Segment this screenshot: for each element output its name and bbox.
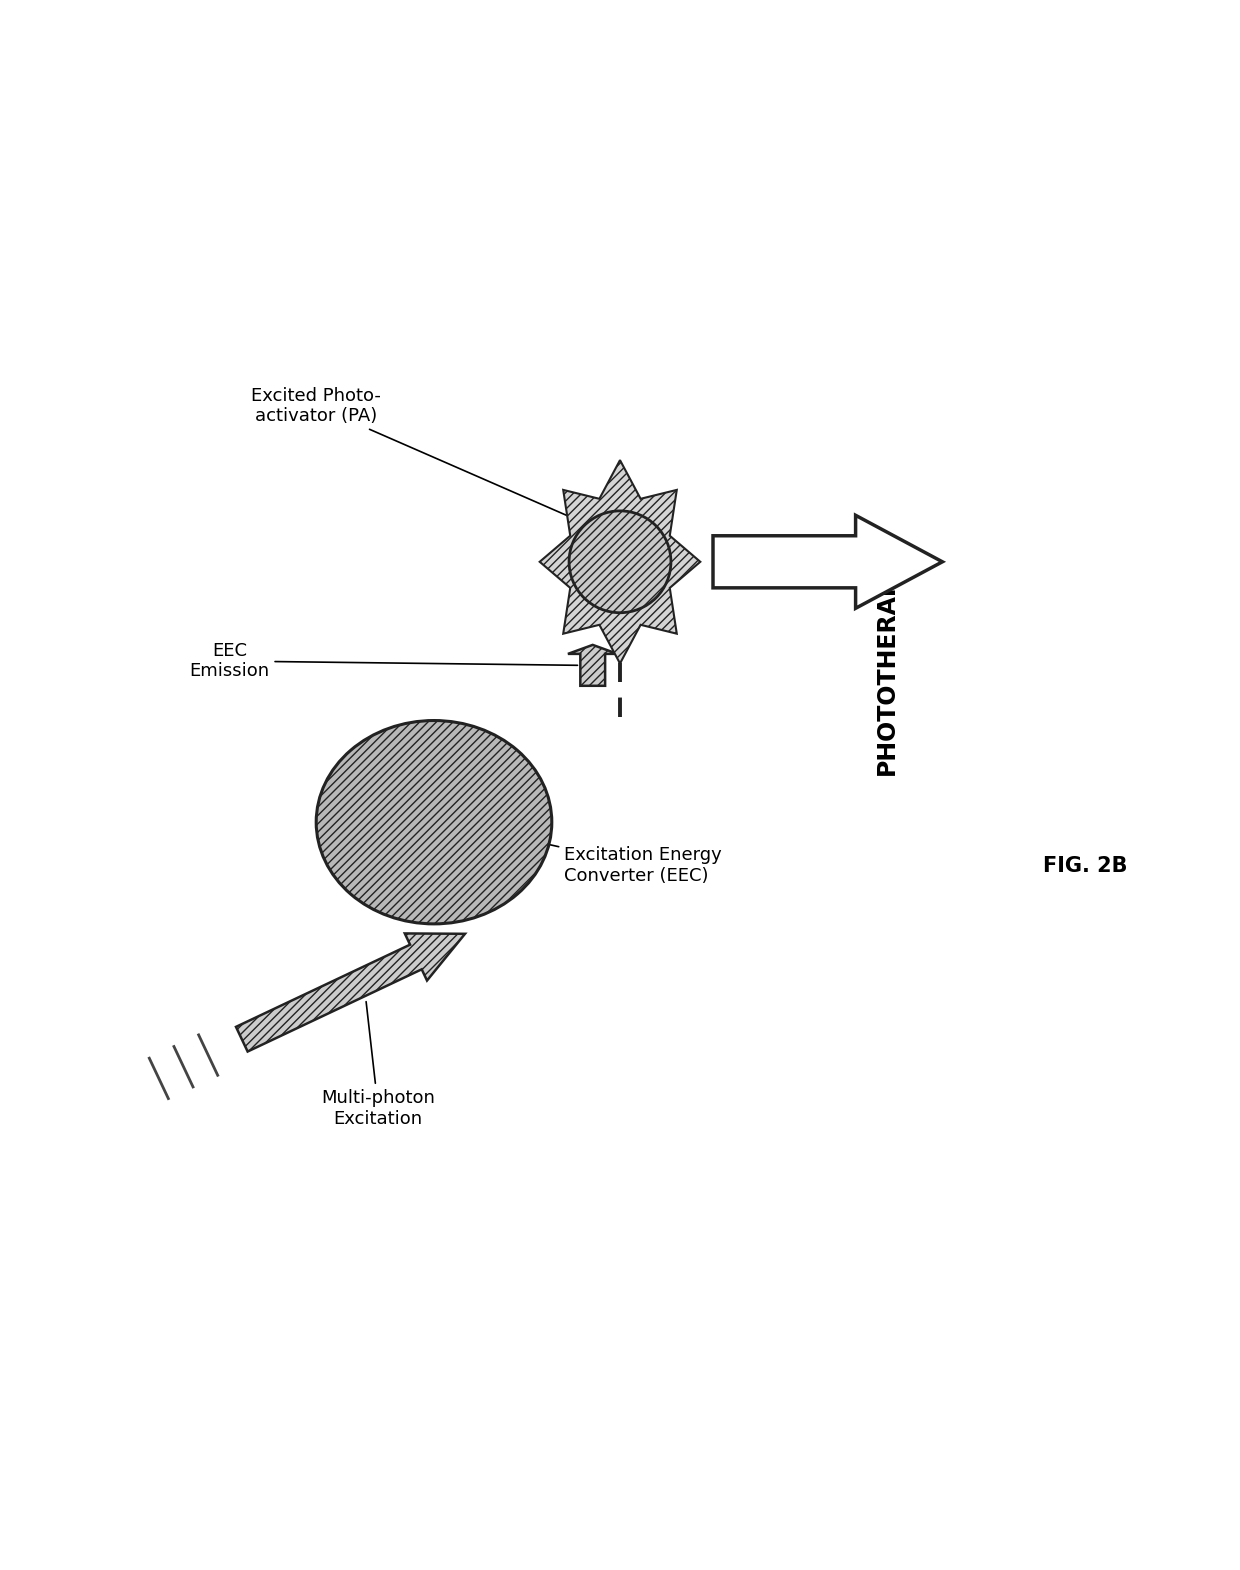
- Ellipse shape: [316, 721, 552, 923]
- Polygon shape: [539, 460, 701, 664]
- Text: PHOTOTHERAPY: PHOTOTHERAPY: [874, 559, 899, 776]
- Text: Multi-photon
Excitation: Multi-photon Excitation: [321, 1002, 435, 1127]
- Text: FIG. 2B: FIG. 2B: [1043, 856, 1127, 876]
- Text: Excitation Energy
Converter (EEC): Excitation Energy Converter (EEC): [507, 835, 722, 885]
- Polygon shape: [713, 515, 942, 608]
- Text: Excited Photo-
activator (PA): Excited Photo- activator (PA): [252, 386, 582, 521]
- Text: EEC
Emission: EEC Emission: [190, 642, 578, 680]
- Polygon shape: [568, 645, 618, 686]
- Polygon shape: [236, 934, 465, 1052]
- Circle shape: [569, 510, 671, 612]
